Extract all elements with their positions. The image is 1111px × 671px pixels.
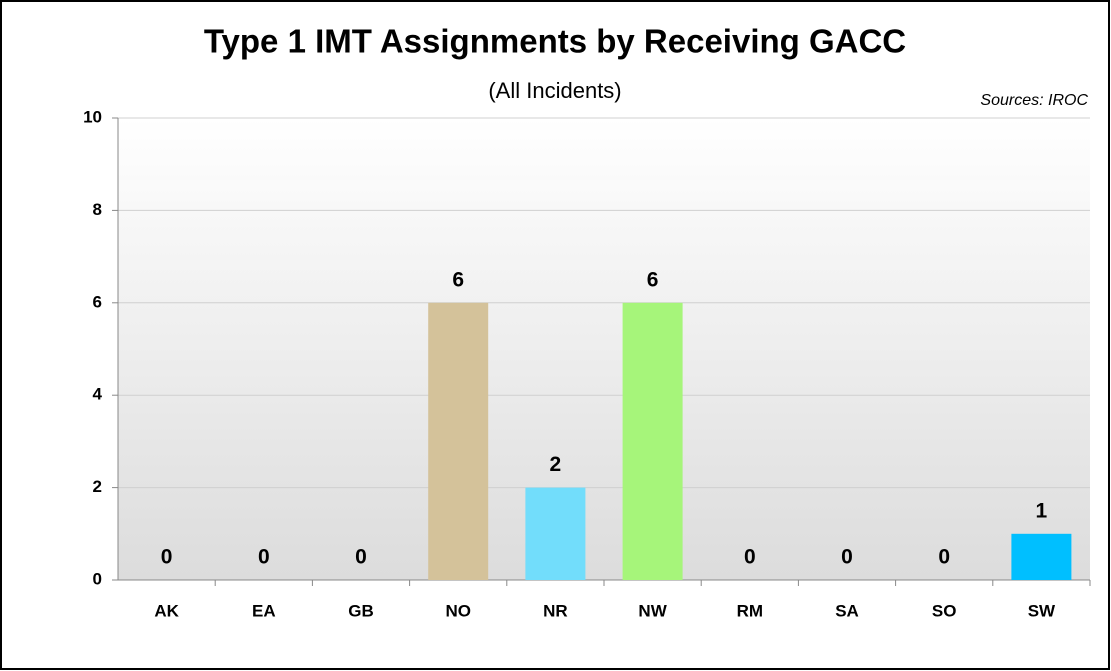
- y-tick-label: 6: [93, 292, 102, 311]
- bar: [525, 487, 586, 580]
- value-label: 0: [841, 546, 853, 569]
- x-tick-label: SW: [1028, 601, 1056, 620]
- y-tick-label: 0: [93, 569, 102, 588]
- value-label: 0: [355, 546, 367, 569]
- x-tick-label: NO: [445, 601, 471, 620]
- chart-subtitle: (All Incidents): [488, 78, 621, 103]
- y-tick-label: 8: [93, 200, 102, 219]
- x-tick-label: NW: [638, 601, 667, 620]
- plot-area: [118, 118, 1090, 580]
- x-tick-label: AK: [154, 601, 179, 620]
- x-tick-label: NR: [543, 601, 568, 620]
- x-tick-label: RM: [737, 601, 763, 620]
- bar: [622, 302, 683, 580]
- value-label: 0: [938, 546, 950, 569]
- bar: [1011, 533, 1072, 580]
- value-label: 0: [744, 546, 756, 569]
- value-label: 0: [258, 546, 270, 569]
- bar: [428, 302, 489, 580]
- y-tick-label: 2: [93, 477, 102, 496]
- x-tick-label: EA: [252, 601, 276, 620]
- x-tick-label: SA: [835, 601, 859, 620]
- chart-title: Type 1 IMT Assignments by Receiving GACC: [204, 23, 906, 60]
- y-tick-label: 4: [93, 385, 103, 404]
- value-label: 6: [647, 268, 659, 291]
- value-label: 6: [452, 268, 464, 291]
- value-label: 0: [161, 546, 173, 569]
- value-label: 1: [1036, 499, 1048, 522]
- x-tick-label: SO: [932, 601, 957, 620]
- y-tick-label: 10: [83, 107, 102, 126]
- x-tick-label: GB: [348, 601, 374, 620]
- source-note: Sources: IROC: [980, 92, 1088, 109]
- value-label: 2: [550, 453, 562, 476]
